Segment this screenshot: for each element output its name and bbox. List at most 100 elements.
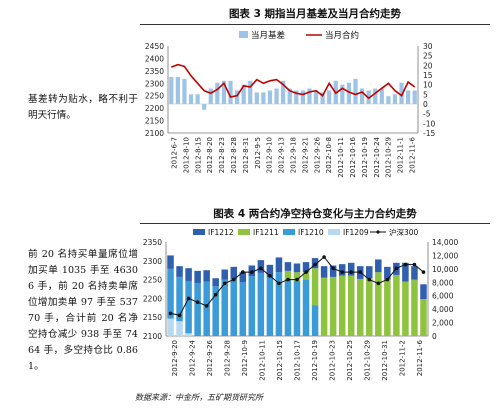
bar-IF1211 <box>347 275 355 336</box>
x-tick-label: 2012-10-9 <box>241 340 249 376</box>
hs300-point <box>412 262 417 267</box>
y-left-tick-label: 2250 <box>145 92 164 101</box>
legend-label-basis: 当月基差 <box>251 30 285 41</box>
x-tick-label: 2012-10-29 <box>385 137 393 178</box>
legend-swatch-IF1210 <box>283 229 295 235</box>
bar-IF1212 <box>284 262 292 271</box>
y-right-tick-label: 5 <box>423 90 428 99</box>
hs300-point <box>277 281 281 286</box>
legend-swatch-IF1211 <box>238 229 250 235</box>
bar-IF1210 <box>275 272 283 336</box>
x-tick-label: 2012-9-18 <box>290 137 298 173</box>
bar-IF1211 <box>402 281 409 336</box>
bar-IF1212 <box>167 255 174 269</box>
bar-IF1212 <box>212 278 219 287</box>
x-tick-label: 2012-10-19 <box>311 340 319 381</box>
x-tick-label: 2012-9-24 <box>189 339 197 376</box>
y-right-tick-label: 12,000 <box>432 251 458 260</box>
bar-IF1209 <box>167 318 174 336</box>
x-tick-label: 2012-9-28 <box>224 340 232 376</box>
bar-IF1210 <box>239 282 247 336</box>
bar-IF1212 <box>320 266 328 278</box>
x-tick-label: 2012-11-6 <box>409 136 417 173</box>
basis-bar <box>208 88 213 104</box>
legend-label-IF1211: IF1211 <box>253 228 279 237</box>
y-right-tick-label: 25 <box>423 52 433 61</box>
x-tick-label: 2012-10-23 <box>328 340 336 381</box>
y-left-tick-label: 2400 <box>145 54 164 63</box>
y-left-tick-label: 2200 <box>143 294 162 303</box>
hs300-point <box>240 270 245 274</box>
bar-IF1212 <box>384 266 391 280</box>
bar-IF1212 <box>366 266 373 279</box>
bar-IF1212 <box>230 266 238 279</box>
y-left-tick-label: 2250 <box>143 276 162 285</box>
bar-IF1212 <box>347 262 355 276</box>
bar-IF1212 <box>402 262 409 282</box>
y-right-tick-label: 2,000 <box>432 319 454 328</box>
bar-IF1210 <box>212 286 219 336</box>
figure3-title: 图表 3 期指当月基差及当月合约走势 <box>228 8 402 20</box>
x-tick-label: 2012-10-11 <box>337 137 345 178</box>
bar-IF1212 <box>185 268 192 281</box>
bar-IF1212 <box>203 270 210 282</box>
hs300-point <box>295 277 299 282</box>
y-right-tick-label: 0 <box>423 100 428 109</box>
hs300-point <box>349 270 354 274</box>
x-tick-label: 2012-10-17 <box>294 340 302 381</box>
bar-IF1212 <box>293 263 301 273</box>
basis-bar <box>221 80 227 104</box>
bar-IF1211 <box>384 279 391 336</box>
contract-line <box>171 63 416 100</box>
legend-swatch-IF1209 <box>328 229 340 235</box>
y-right-tick-label: 14,000 <box>432 238 458 247</box>
bar-IF1211 <box>356 278 364 336</box>
x-tick-label: 2012-10-31 <box>381 340 389 381</box>
x-tick-label: 2012-8-20 <box>206 137 214 173</box>
bar-IF1212 <box>302 262 310 273</box>
y-right-tick-label: 20 <box>423 61 433 70</box>
y-left-tick-label: 2150 <box>143 313 162 322</box>
hs300-point <box>331 266 335 271</box>
bar-IF1210 <box>266 276 274 336</box>
x-tick-label: 2012-10-29 <box>363 340 371 381</box>
hs300-point <box>268 274 272 278</box>
basis-bar <box>195 94 200 104</box>
basis-bar <box>254 92 259 104</box>
basis-bar <box>379 88 384 104</box>
basis-bar <box>406 90 411 104</box>
legend-label-IF1212: IF1212 <box>208 228 234 237</box>
bar-IF1211 <box>375 272 382 336</box>
legend-label-contract: 当月合约 <box>325 30 359 41</box>
hs300-point <box>421 270 426 274</box>
bar-IF1211 <box>320 277 328 336</box>
hs300-point <box>340 270 344 274</box>
hs300-point <box>222 281 227 286</box>
basis-bar <box>313 90 319 104</box>
x-tick-label: 2012-11-6 <box>416 339 424 376</box>
x-tick-label: 2012-10-11 <box>259 340 267 381</box>
bar-IF1211 <box>411 279 418 336</box>
bar-IF1210 <box>194 282 201 336</box>
basis-bar <box>241 84 246 104</box>
y-left-tick-label: 2350 <box>143 238 162 247</box>
bar-IF1211 <box>329 276 337 336</box>
basis-bar <box>287 88 292 104</box>
basis-bar <box>175 76 180 104</box>
hs300-point <box>213 292 218 297</box>
hs300-point <box>186 296 191 301</box>
x-tick-label: 2012-9-13 <box>278 137 286 173</box>
x-tick-label: 2012-8-23 <box>218 137 226 173</box>
bar-IF1210 <box>167 268 174 319</box>
bar-IF1211 <box>302 272 310 280</box>
basis-bar <box>294 90 299 104</box>
hs300-point <box>168 311 173 316</box>
y-right-tick-label: -5 <box>423 110 431 119</box>
source-note: 数据来源：中金所，五矿期货研究所 <box>135 393 263 402</box>
hs300-point <box>403 262 408 267</box>
bar-IF1210 <box>185 280 192 334</box>
bar-IF1212 <box>257 260 265 273</box>
y-left-tick-label: 2300 <box>145 79 164 88</box>
